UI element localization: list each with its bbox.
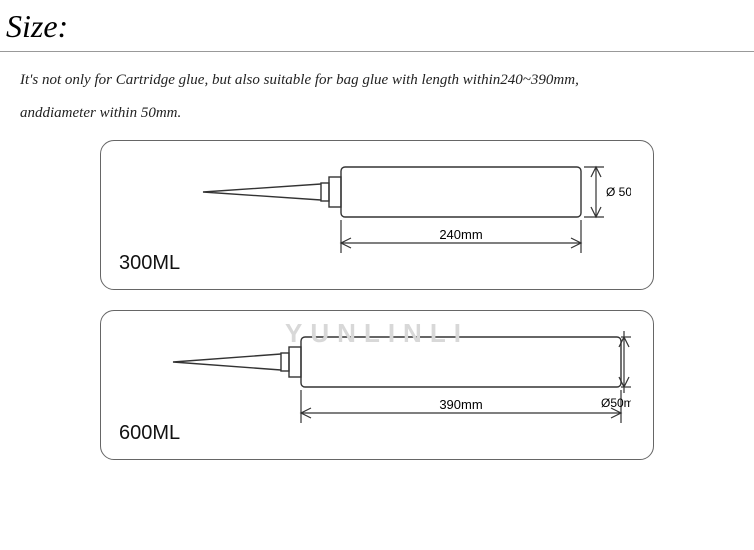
volume-label-300: 300ML (119, 252, 180, 275)
diameter-label-600: Ø50mm (601, 396, 631, 410)
description: It's not only for Cartridge glue, but al… (0, 64, 754, 130)
diagram-300ml: 240mm Ø 50mm (161, 155, 631, 275)
panels-container: 240mm Ø 50mm 300ML (0, 130, 754, 460)
volume-label-600: 600ML (119, 422, 180, 445)
panel-300ml: 240mm Ø 50mm 300ML (100, 140, 654, 290)
description-line-1: It's not only for Cartridge glue, but al… (20, 64, 734, 97)
diameter-label-300: Ø 50mm (606, 185, 631, 199)
diagram-600ml: 390mm Ø50mm (161, 325, 631, 445)
section-title: Size: (0, 0, 754, 52)
description-line-2: anddiameter within 50mm. (20, 97, 734, 130)
panel-600ml: 390mm Ø50mm 600ML (100, 310, 654, 460)
length-label-600: 390mm (439, 397, 482, 412)
length-label-300: 240mm (439, 227, 482, 242)
